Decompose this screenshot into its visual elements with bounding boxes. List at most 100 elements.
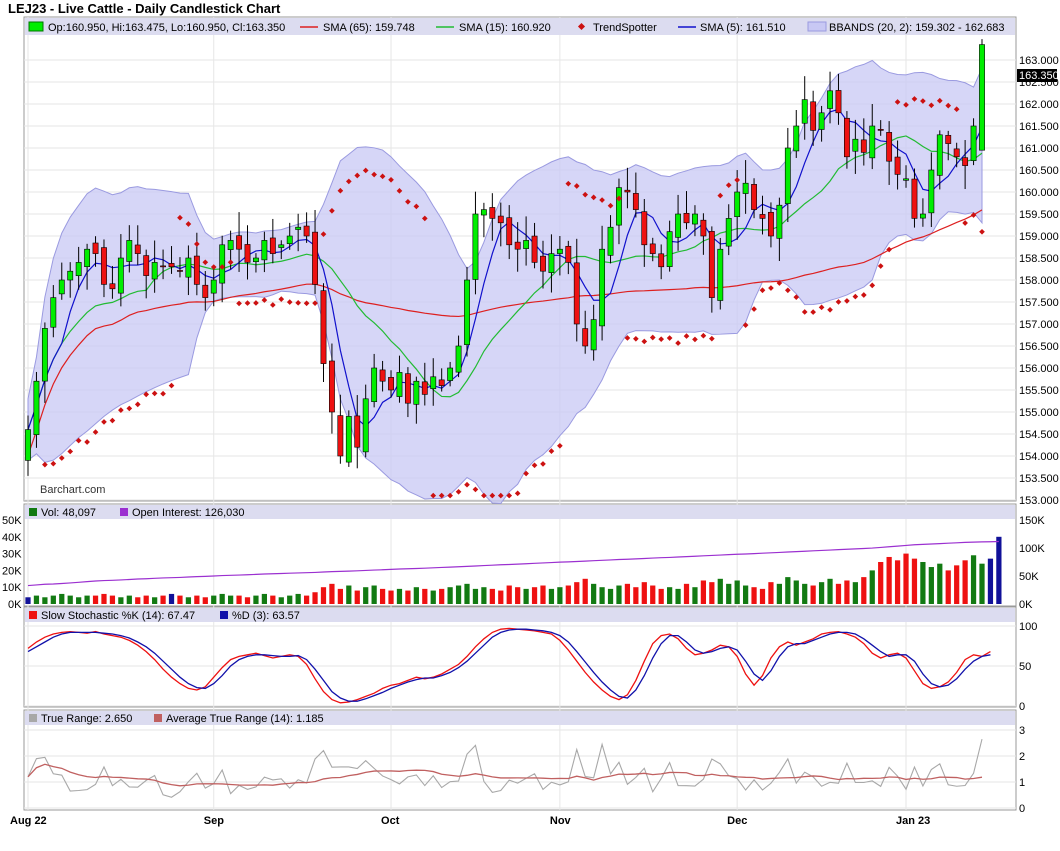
x-tick-label: Aug 22: [10, 815, 47, 827]
price-tick-label: 157.500: [1019, 297, 1059, 309]
candle-body: [827, 90, 833, 109]
candle-body: [953, 148, 960, 158]
candle-body: [793, 125, 800, 152]
volume-bar: [219, 593, 225, 604]
price-tick-label: 160.500: [1019, 165, 1059, 177]
candle-body: [607, 226, 614, 256]
volume-bar: [810, 585, 816, 604]
candle-body: [869, 125, 876, 159]
x-tick-label: Dec: [727, 815, 747, 827]
trendspotter-dot: [886, 246, 892, 253]
candle-body: [303, 225, 310, 237]
candle-body: [725, 218, 732, 247]
trendspotter-dot: [590, 194, 597, 201]
trendspotter-dot: [582, 191, 589, 198]
candle-body: [675, 213, 681, 238]
vol-tick-label: 50K: [2, 515, 22, 527]
stoch-tick-label: 50: [1019, 661, 1031, 673]
volume-bar: [937, 563, 943, 604]
price-tick-label: 153.500: [1019, 473, 1059, 485]
volume-bar: [962, 560, 968, 604]
volume-bar: [717, 578, 723, 604]
candle-body: [278, 244, 285, 248]
volume-bar: [531, 587, 538, 604]
volume-bar: [354, 590, 360, 604]
candle-body: [768, 211, 774, 237]
last-price-box: [1017, 69, 1057, 82]
trendspotter-dot: [464, 481, 470, 488]
candle-body: [286, 235, 293, 244]
volume-bar: [489, 588, 495, 604]
trendspotter-dot: [844, 298, 850, 304]
trendspotter-dot: [438, 492, 445, 499]
candle-body: [928, 169, 935, 214]
volume-bar: [920, 562, 926, 604]
candle-body: [25, 429, 31, 461]
candle-body: [692, 213, 698, 225]
candle-body: [320, 290, 327, 364]
volume-bar: [506, 585, 512, 604]
candle-body: [261, 240, 268, 261]
trendspotter-dot: [683, 333, 690, 339]
price-tick-label: 158.000: [1019, 275, 1059, 287]
volume-bar: [869, 570, 875, 604]
candle-body: [852, 138, 859, 152]
price-tick-label: 158.500: [1019, 253, 1059, 265]
candle-body: [236, 235, 242, 250]
volume-bar: [143, 595, 149, 604]
trendspotter-dot: [92, 429, 99, 435]
candle-body: [455, 345, 462, 373]
trendspotter-dot: [945, 102, 952, 109]
candle-body: [810, 101, 817, 131]
trendspotter-dot: [481, 492, 487, 499]
trendspotter-dot: [531, 462, 538, 469]
trendspotter-dot: [692, 336, 698, 343]
candle-body: [430, 376, 437, 390]
volume-bar: [379, 588, 386, 604]
trendspotter-dot: [810, 309, 816, 315]
trendspotter-dot: [396, 187, 403, 194]
candle-body: [337, 415, 344, 457]
open-interest-line: [27, 540, 999, 587]
trendspotter-dot: [776, 280, 783, 286]
candle-body: [362, 398, 369, 453]
candle-body: [632, 193, 639, 210]
candle-body: [472, 213, 479, 280]
volume-bar: [616, 585, 622, 604]
trendspotter-dot: [607, 202, 614, 209]
candle-body: [253, 257, 259, 262]
trendspotter-dot: [244, 300, 251, 306]
volume-bar: [329, 583, 335, 604]
volume-bar: [481, 587, 487, 604]
trendspotter-dot: [616, 195, 622, 202]
trendspotter-dot: [666, 335, 673, 341]
trendspotter-dot: [329, 207, 335, 214]
candle-body: [759, 214, 766, 219]
x-tick-label: Sep: [204, 815, 224, 827]
volume-bar: [954, 565, 960, 604]
price-tick-label: 156.500: [1019, 341, 1059, 353]
volume-bar: [177, 595, 183, 604]
volume-bar: [641, 582, 647, 604]
trendspotter-dot: [362, 167, 369, 174]
price-legend-bg: [25, 18, 1015, 35]
volume-bar: [894, 560, 901, 604]
trendspotter-dot: [303, 300, 310, 307]
trendspotter-dot: [793, 294, 800, 301]
candle-body: [404, 373, 411, 404]
trendspotter-dot: [421, 215, 428, 222]
candle-body: [523, 240, 530, 249]
candle-body: [438, 379, 445, 386]
volume-bar: [101, 593, 107, 604]
candle-body: [143, 255, 150, 276]
volume-bar: [287, 595, 293, 604]
volume-bar: [25, 597, 31, 604]
trendspotter-dot: [75, 437, 82, 444]
volume-bar: [818, 582, 825, 604]
tr-tick-label: 2: [1019, 751, 1025, 763]
stoch-legend-bg: [25, 608, 1015, 622]
candle-body: [784, 147, 791, 204]
tr-tick-label: 1: [1019, 777, 1025, 789]
volume-bar: [835, 583, 842, 604]
volume-bar: [253, 595, 259, 604]
